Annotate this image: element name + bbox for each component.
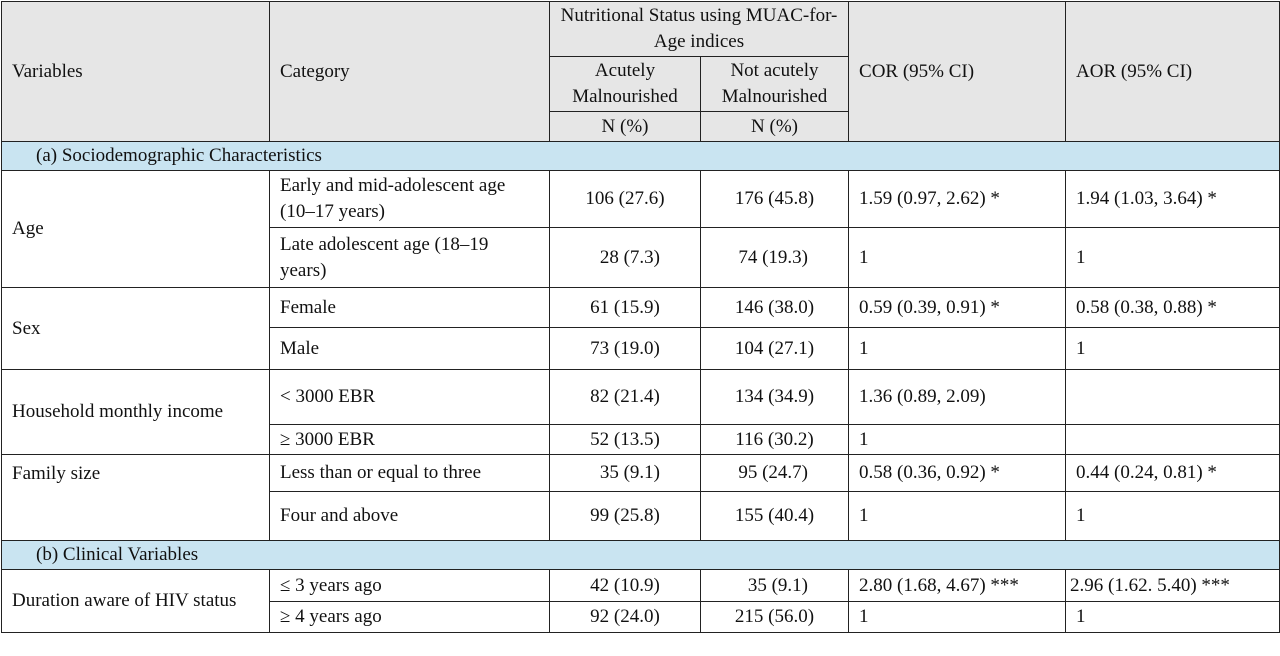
table-row: ≥ 4 years ago 92 (24.0) 215 (56.0) 1 1: [2, 601, 1280, 633]
acute-cell: 35 (9.1): [549, 454, 701, 492]
table-row: ≥ 3000 EBR 52 (13.5) 116 (30.2) 1: [2, 424, 1280, 455]
cor-cell: 2.80 (1.68, 4.67) ***: [848, 569, 1067, 602]
table-header: Variables Category Nutritional Status us…: [1, 1, 1280, 142]
table-row: Four and above 99 (25.8) 155 (40.4) 1 1: [2, 491, 1280, 541]
not-acute-cell: 134 (34.9): [699, 369, 850, 425]
cor-cell: 1.36 (0.89, 2.09): [848, 369, 1067, 425]
category-cell: Late adolescent age (18–19 years): [269, 227, 550, 288]
category-cell: ≥ 4 years ago: [269, 601, 550, 633]
acute-cell: 61 (15.9): [549, 287, 701, 328]
aor-cell: 1: [1065, 601, 1280, 633]
cor-cell: 1.59 (0.97, 2.62) *: [848, 170, 1067, 228]
section-title-clinical: (b) Clinical Variables: [0, 540, 1280, 570]
acute-cell: 92 (24.0): [549, 601, 701, 633]
not-acute-cell: 116 (30.2): [699, 424, 850, 455]
category-cell: Early and mid-adolescent age (10–17 year…: [269, 170, 550, 228]
not-acute-cell: 176 (45.8): [699, 170, 850, 228]
cor-cell: 1: [848, 424, 1067, 455]
not-acute-cell: 35 (9.1): [699, 569, 850, 602]
header-cor: COR (95% CI): [848, 1, 1067, 142]
table-row: Duration aware of HIV status ≤ 3 years a…: [1, 569, 1280, 633]
category-cell: Male: [269, 327, 550, 370]
aor-cell: 2.96 (1.62. 5.40) ***: [1065, 569, 1280, 602]
aor-cell: 0.44 (0.24, 0.81) *: [1065, 454, 1280, 492]
table-row: Late adolescent age (18–19 years) 28 (7.…: [2, 227, 1280, 288]
table-row: Sex Female 61 (15.9) 146 (38.0) 0.59 (0.…: [1, 287, 1280, 370]
not-acute-cell: 74 (19.3): [699, 227, 850, 288]
category-cell: Less than or equal to three: [269, 454, 550, 492]
category-cell: ≤ 3 years ago: [269, 569, 550, 602]
table-body: (a) Sociodemographic Characteristics Age…: [0, 141, 1280, 633]
section-title-sociodemographic: (a) Sociodemographic Characteristics: [0, 141, 1280, 171]
header-variables: Variables: [1, 1, 270, 142]
not-acute-cell: 146 (38.0): [699, 287, 850, 328]
acute-cell: 106 (27.6): [549, 170, 701, 228]
variable-cell-hiv-awareness: Duration aware of HIV status: [1, 569, 270, 633]
header-aor: AOR (95% CI): [1065, 1, 1280, 142]
table-row: Family size Less than or equal to three …: [1, 454, 1280, 541]
category-cell: < 3000 EBR: [269, 369, 550, 425]
cor-cell: 1: [848, 601, 1067, 633]
aor-cell: 1: [1065, 491, 1280, 541]
header-not-acutely-malnourished: Not acutely Malnourished: [699, 56, 850, 112]
header-category: Category: [269, 1, 550, 142]
not-acute-cell: 95 (24.7): [699, 454, 850, 492]
not-acute-cell: 215 (56.0): [699, 601, 850, 633]
aor-cell: 1.94 (1.03, 3.64) *: [1065, 170, 1280, 228]
header-n-percent: N (%): [699, 111, 850, 142]
acute-cell: 28 (7.3): [549, 227, 701, 288]
aor-cell: 1: [1065, 327, 1280, 370]
not-acute-cell: 155 (40.4): [699, 491, 850, 541]
table-row: Household monthly income < 3000 EBR 82 (…: [1, 369, 1280, 455]
category-cell: Female: [269, 287, 550, 328]
table-row: Age Early and mid-adolescent age (10–17 …: [1, 170, 1280, 288]
variable-cell-household-income: Household monthly income: [1, 369, 270, 455]
header-acutely-malnourished: Acutely Malnourished: [549, 56, 701, 112]
variable-cell-sex: Sex: [1, 287, 270, 370]
acute-cell: 82 (21.4): [549, 369, 701, 425]
aor-cell: 1: [1065, 227, 1280, 288]
acute-cell: 73 (19.0): [549, 327, 701, 370]
cor-cell: 0.58 (0.36, 0.92) *: [848, 454, 1067, 492]
cor-cell: 1: [848, 227, 1067, 288]
acute-cell: 52 (13.5): [549, 424, 701, 455]
table-row: Male 73 (19.0) 104 (27.1) 1 1: [2, 327, 1280, 370]
aor-cell: [1065, 424, 1280, 455]
category-cell: ≥ 3000 EBR: [269, 424, 550, 455]
cor-cell: 1: [848, 491, 1067, 541]
header-n-percent: N (%): [549, 111, 701, 142]
cor-cell: 1: [848, 327, 1067, 370]
acute-cell: 99 (25.8): [549, 491, 701, 541]
variable-cell-age: Age: [1, 170, 270, 288]
aor-cell: [1065, 369, 1280, 425]
cor-cell: 0.59 (0.39, 0.91) *: [848, 287, 1067, 328]
not-acute-cell: 104 (27.1): [699, 327, 850, 370]
results-table: Variables Category Nutritional Status us…: [0, 1, 1280, 633]
aor-cell: 0.58 (0.38, 0.88) *: [1065, 287, 1280, 328]
category-cell: Four and above: [269, 491, 550, 541]
variable-cell-family-size: Family size: [1, 454, 270, 541]
acute-cell: 42 (10.9): [549, 569, 701, 602]
header-nutritional-status: Nutritional Status using MUAC-for-Age in…: [548, 1, 850, 57]
section-row: (b) Clinical Variables: [0, 540, 1280, 570]
section-row: (a) Sociodemographic Characteristics: [0, 141, 1280, 171]
